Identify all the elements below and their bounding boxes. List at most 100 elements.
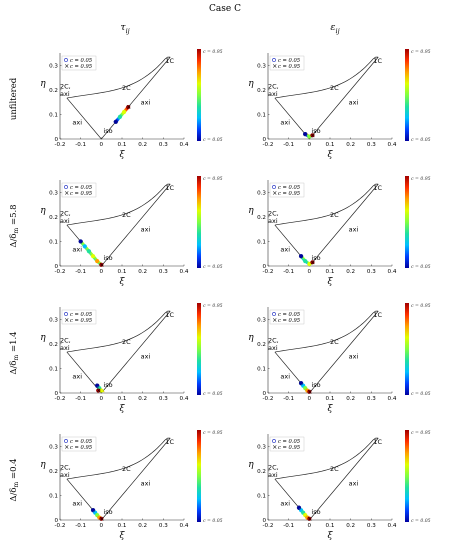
- colorbar-top-label: c = 0.95: [203, 49, 223, 55]
- marker-c-high: ×: [307, 516, 312, 523]
- marker-c-high: ×: [126, 104, 131, 111]
- y-tick-label: 0.1: [49, 112, 58, 118]
- legend-frame: [61, 309, 97, 325]
- y-tick-label: 0.1: [257, 239, 266, 245]
- y-tick-label: 0: [54, 518, 58, 524]
- colorbar-top-label: c = 0.95: [203, 303, 223, 309]
- colorbar-top-label: c = 0.95: [203, 430, 223, 436]
- colorbar-top-label: c = 0.95: [411, 430, 431, 436]
- trajectory-point: [117, 114, 123, 119]
- x-tick-label: 0.4: [180, 523, 189, 529]
- marker-c-high: ×: [99, 516, 104, 523]
- x-tick-label: 0: [100, 396, 104, 402]
- marker-c-low: [298, 254, 304, 259]
- boundary-two-component: [66, 437, 171, 480]
- y-tick-label: 0.1: [257, 493, 266, 499]
- legend: c = 0.05× c = 0.95: [61, 182, 97, 198]
- region-label-axi-left: axi: [72, 245, 82, 253]
- x-tick-label: -0.2: [55, 269, 66, 275]
- region-label-2c: 2C: [330, 211, 339, 219]
- x-tick-label: -0.1: [283, 523, 294, 529]
- x-tick-label: 0.3: [159, 269, 168, 275]
- legend-marker-high: ×: [64, 317, 69, 324]
- region-label-2c-axi: 2C,: [268, 464, 279, 472]
- legend-label-high: c = 0.95: [278, 191, 300, 197]
- colorbar-bottom-label: c = 0.05: [411, 264, 431, 270]
- x-tick-label: 0: [100, 269, 104, 275]
- y-axis-label: η: [248, 460, 254, 470]
- x-tick-label: 0.3: [367, 396, 376, 402]
- marker-c-low: [298, 381, 304, 386]
- region-label-2c: 2C: [122, 338, 131, 346]
- region-label-iso: iso: [311, 254, 320, 262]
- y-tick-label: 0.3: [257, 444, 266, 450]
- region-label-2c-axi: 2C,: [268, 337, 279, 345]
- legend-marker-low: [272, 439, 276, 443]
- y-tick-label: 0.3: [257, 317, 266, 323]
- region-label-1c: 1C: [373, 311, 382, 319]
- colorbar: [197, 176, 201, 268]
- legend-marker-high: ×: [272, 190, 277, 197]
- boundary-two-component: [274, 183, 379, 226]
- legend: c = 0.05× c = 0.95: [61, 436, 97, 452]
- region-label-iso: iso: [103, 127, 112, 135]
- row-label: unfiltered: [9, 77, 19, 120]
- region-label-2c: 2C: [330, 465, 339, 473]
- y-tick-label: 0.1: [257, 112, 266, 118]
- y-tick-label: 0.2: [49, 342, 58, 348]
- y-tick-label: 0: [54, 391, 58, 397]
- region-label-iso: iso: [311, 127, 320, 135]
- legend-frame: [61, 436, 97, 452]
- trajectory-point: [99, 388, 104, 393]
- legend-label-high: c = 0.95: [70, 445, 92, 451]
- region-label-axi-left: axi: [280, 245, 290, 253]
- legend-frame: [61, 182, 97, 198]
- y-tick-label: 0: [262, 137, 266, 143]
- x-tick-label: -0.2: [55, 396, 66, 402]
- region-label-2c-axi: 2C,: [60, 210, 71, 218]
- y-tick-label: 0.1: [49, 493, 58, 499]
- x-tick-label: -0.2: [263, 396, 274, 402]
- region-label-axi-right: axi: [349, 480, 359, 488]
- column-title-eps: εij: [330, 22, 339, 35]
- colorbar-top-label: c = 0.95: [411, 49, 431, 55]
- region-label-1c: 1C: [165, 184, 174, 192]
- region-label-iso: iso: [311, 381, 320, 389]
- colorbar-bottom-label: c = 0.05: [203, 137, 223, 143]
- region-label-2c-axi-b: axi: [60, 90, 70, 98]
- legend-label-low: c = 0.05: [278, 312, 300, 318]
- x-axis-label: ξ: [328, 150, 334, 160]
- x-tick-label: -0.1: [283, 142, 294, 148]
- y-axis-label: η: [40, 460, 46, 470]
- marker-c-high: ×: [310, 259, 315, 266]
- region-label-2c-axi-b: axi: [268, 90, 278, 98]
- legend-label-low: c = 0.05: [278, 58, 300, 64]
- marker-c-low: [95, 383, 100, 388]
- y-axis-label: η: [40, 79, 46, 89]
- row-label: Δ/δm =1.4: [9, 331, 20, 374]
- legend-marker-high: ×: [272, 317, 277, 324]
- x-tick-label: 0.4: [180, 269, 189, 275]
- x-tick-label: -0.2: [55, 142, 66, 148]
- region-label-2c-axi: 2C,: [268, 83, 279, 91]
- region-label-2c-axi: 2C,: [268, 210, 279, 218]
- x-tick-label: 0.4: [180, 396, 189, 402]
- row-label: Δ/δm =0.4: [9, 458, 20, 501]
- trajectory-point: [90, 254, 96, 259]
- marker-c-low: [78, 239, 83, 244]
- x-tick-label: 0: [308, 396, 312, 402]
- boundary-two-component: [274, 310, 379, 353]
- x-tick-label: 0.1: [326, 142, 335, 148]
- colorbar-bottom-label: c = 0.05: [411, 391, 431, 397]
- x-axis-label: ξ: [120, 531, 126, 541]
- colorbar: [405, 49, 409, 141]
- legend-marker-low: [64, 58, 68, 62]
- colorbar: [405, 176, 409, 268]
- y-tick-label: 0.3: [49, 190, 58, 196]
- boundary-axisymmetric: [274, 56, 379, 140]
- y-tick-label: 0.1: [49, 366, 58, 372]
- x-tick-label: 0.3: [367, 269, 376, 275]
- y-tick-label: 0: [262, 391, 266, 397]
- x-tick-label: -0.1: [283, 269, 294, 275]
- legend-marker-high: ×: [64, 63, 69, 70]
